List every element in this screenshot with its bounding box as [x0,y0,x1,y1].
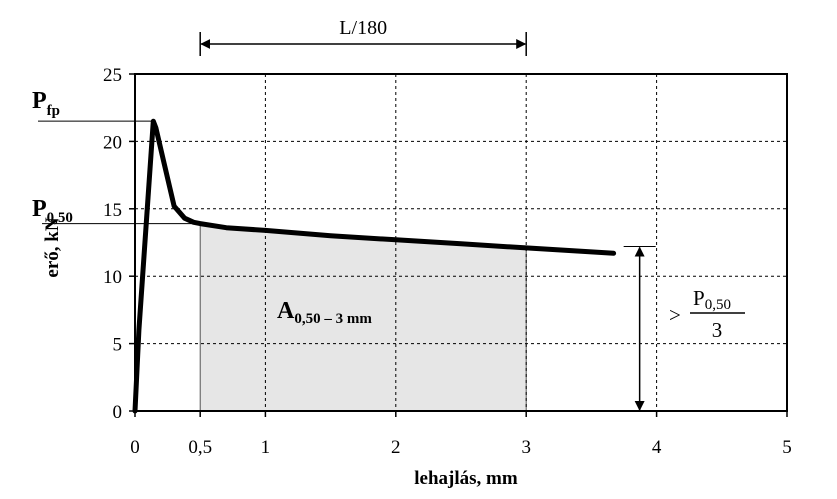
span-label: L/180 [339,17,387,39]
x-tick-label: 0 [130,437,140,458]
x-tick-label: 2 [391,437,401,458]
p-fp-label: Pfp [32,88,60,119]
y-tick-label: 0 [113,402,123,423]
residual-numerator: P0,50 [693,286,731,313]
residual-denominator: 3 [712,318,723,342]
y-axis-label: erő, kN [42,217,63,277]
x-axis-label: lehajlás, mm [414,468,518,489]
y-tick-label: 10 [103,267,122,288]
y-tick-label: 15 [103,200,122,221]
x-tick-label: 5 [782,437,792,458]
series-line [132,118,617,414]
x-tick-label: 3 [521,437,531,458]
x-tick-label: 1 [261,437,271,458]
plot-frame [134,73,788,412]
y-tick-label: 20 [103,132,122,153]
x-tick-label: 0,5 [188,437,212,458]
y-tick-label: 25 [103,65,122,86]
x-tick-label: 4 [652,437,662,458]
residual-prefix: > [669,303,681,327]
y-tick-label: 5 [113,335,123,356]
